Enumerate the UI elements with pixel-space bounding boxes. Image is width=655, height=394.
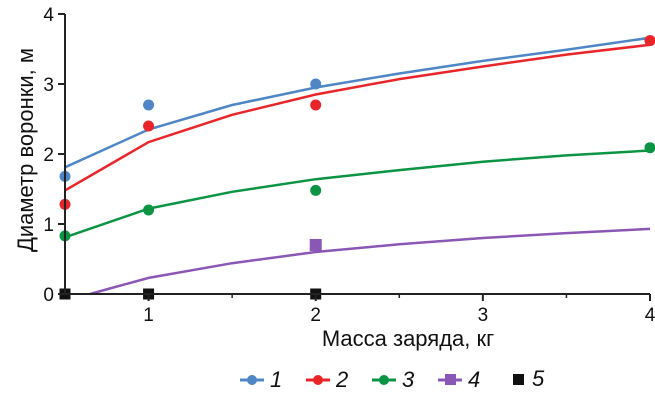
y-tick-label: 4 [43, 5, 54, 26]
x-axis-title: Масса заряда, кг [322, 326, 494, 351]
x-tick-label: 2 [310, 305, 321, 326]
y-tick-label: 3 [43, 75, 54, 96]
y-tick-label: 0 [43, 285, 54, 306]
legend: 1 2 3 4 5 [240, 366, 545, 392]
data-point-series-3 [310, 184, 322, 196]
x-tick-label: 1 [143, 305, 154, 326]
trend-line-series-2 [64, 43, 651, 192]
y-tick-label: 1 [43, 215, 54, 236]
data-point-series-2 [644, 35, 655, 47]
y-axis-title: Диаметр воронки, м [13, 48, 38, 252]
data-point-series-3 [644, 142, 655, 154]
data-point-series-2 [310, 99, 322, 111]
marks-layer [59, 35, 655, 300]
x-tick-label: 4 [645, 305, 655, 326]
legend-marker-series-3 [379, 375, 389, 385]
x-axis: 1 2 3 4 [65, 293, 655, 326]
data-point-series-4 [309, 239, 322, 251]
legend-label-series-4: 4 [468, 367, 480, 392]
x-tick-label: 3 [478, 305, 489, 326]
trend-line-series-4 [89, 227, 651, 296]
legend-marker-series-1 [247, 375, 257, 385]
data-point-series-1 [310, 78, 322, 90]
legend-label-series-2: 2 [335, 367, 348, 392]
y-tick-label: 2 [43, 145, 54, 166]
y-axis: 0 1 2 3 4 [43, 5, 66, 306]
legend-label-series-1: 1 [270, 367, 282, 392]
trend-line-series-3 [64, 149, 651, 239]
legend-label-series-3: 3 [402, 367, 415, 392]
data-point-series-2 [143, 120, 155, 132]
legend-label-series-5: 5 [532, 366, 545, 391]
legend-marker-series-5 [513, 374, 524, 385]
legend-marker-series-2 [313, 375, 323, 385]
data-point-series-1 [143, 99, 155, 111]
data-point-series-3 [143, 204, 155, 216]
trend-line-series-1 [64, 36, 651, 169]
legend-marker-series-4 [445, 374, 456, 385]
